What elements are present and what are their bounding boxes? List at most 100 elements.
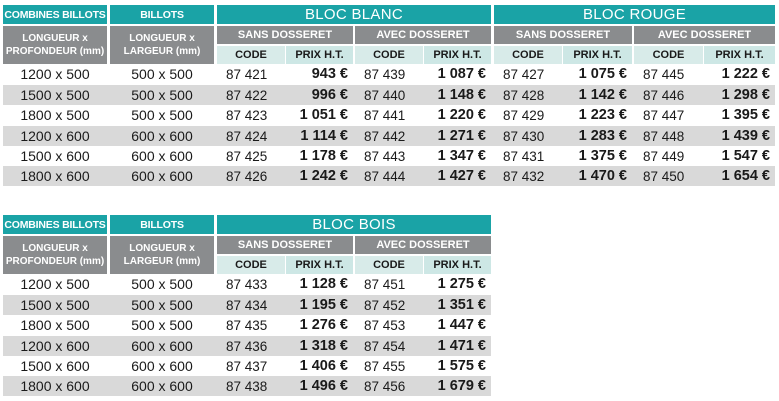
product-code: 87 455	[364, 358, 406, 374]
header-bloc-blanc: BLOC BLANC	[217, 5, 491, 24]
product-price: 1 654 €	[721, 168, 770, 184]
header-longueur-largeur: LONGUEUR x LARGEUR (mm)	[110, 26, 214, 64]
product-code: 87 442	[364, 128, 406, 144]
header-code: CODE	[494, 46, 562, 64]
product-code: 87 424	[226, 128, 268, 144]
table-row: 1800 x 600 600 x 600 87 426 1 242 € 87 4…	[3, 166, 775, 186]
product-code: 87 446	[643, 87, 685, 103]
price-table-blanc-rouge: COMBINES BILLOTS LONGUEUR x PROFONDEUR (…	[3, 5, 775, 186]
product-price: 1 351 €	[437, 297, 486, 313]
product-code: 87 448	[643, 128, 685, 144]
product-price: 1 406 €	[299, 358, 348, 374]
header-longueur-profondeur: LONGUEUR x PROFONDEUR (mm)	[3, 26, 107, 64]
product-price: 1 298 €	[721, 87, 770, 103]
header-rouge-sans-dosseret: SANS DOSSERET	[494, 26, 632, 44]
header-code: CODE	[217, 46, 285, 64]
product-price: 996 €	[311, 87, 348, 103]
product-price: 1 347 €	[437, 148, 486, 164]
header-longueur-profondeur: LONGUEUR x PROFONDEUR (mm)	[3, 236, 107, 274]
dimension-billot: 500 x 500	[131, 297, 193, 313]
dimension-combine: 1500 x 500	[20, 297, 90, 313]
table-row: 1200 x 500 500 x 500 87 421 943 € 87 439…	[3, 64, 775, 84]
dimension-combine: 1800 x 500	[20, 317, 90, 333]
product-code: 87 451	[364, 276, 406, 292]
header-bois-sans-dosseret: SANS DOSSERET	[217, 236, 353, 254]
header-code: CODE	[217, 256, 285, 274]
header-prix: PRIX H.T.	[286, 256, 353, 274]
dimension-combine: 1800 x 600	[20, 378, 90, 394]
header-prix: PRIX H.T.	[286, 46, 353, 64]
product-price: 1 471 €	[437, 338, 486, 354]
dimension-billot: 600 x 600	[131, 338, 193, 354]
table-row: 1200 x 500 500 x 500 87 433 1 128 € 87 4…	[3, 274, 491, 294]
header-combines-billots: COMBINES BILLOTS	[3, 5, 107, 24]
header-largeur-label: LARGEUR (mm)	[123, 46, 201, 57]
product-code: 87 426	[226, 168, 268, 184]
dimension-combine: 1800 x 500	[20, 107, 90, 123]
product-price: 1 148 €	[437, 87, 486, 103]
product-price: 1 275 €	[437, 276, 486, 292]
header-bois-avec-dosseret: AVEC DOSSERET	[355, 236, 491, 254]
dimension-billot: 500 x 500	[131, 66, 193, 82]
product-code: 87 453	[364, 317, 406, 333]
product-price: 1 142 €	[578, 87, 627, 103]
dimension-combine: 1200 x 600	[20, 128, 90, 144]
table-row: 1800 x 500 500 x 500 87 435 1 276 € 87 4…	[3, 315, 491, 335]
product-price: 1 496 €	[299, 378, 348, 394]
product-code: 87 454	[364, 338, 406, 354]
dimension-billot: 600 x 600	[131, 378, 193, 394]
header-profondeur-label: PROFONDEUR (mm)	[5, 46, 105, 57]
header-bloc-bois: BLOC BOIS	[217, 215, 491, 234]
dimension-billot: 500 x 500	[131, 107, 193, 123]
product-price: 1 276 €	[299, 317, 348, 333]
table-row: 1500 x 600 600 x 600 87 437 1 406 € 87 4…	[3, 356, 491, 376]
header-code: CODE	[634, 46, 703, 64]
product-price: 1 223 €	[578, 107, 627, 123]
product-code: 87 447	[643, 107, 685, 123]
dimension-billot: 600 x 600	[131, 358, 193, 374]
dimension-combine: 1200 x 500	[20, 66, 90, 82]
product-code: 87 437	[226, 358, 268, 374]
product-price: 1 051 €	[299, 107, 348, 123]
header-blanc-avec-dosseret: AVEC DOSSERET	[355, 26, 491, 44]
product-code: 87 432	[503, 168, 545, 184]
product-price: 1 220 €	[437, 107, 486, 123]
product-code: 87 444	[364, 168, 406, 184]
product-code: 87 421	[226, 66, 268, 82]
product-price: 1 375 €	[578, 148, 627, 164]
header-longueur-label: LONGUEUR x	[22, 243, 88, 254]
product-price: 1 114 €	[300, 128, 348, 144]
header-longueur-label: LONGUEUR x	[22, 33, 88, 44]
header-code: CODE	[355, 256, 423, 274]
table-row: 1200 x 600 600 x 600 87 424 1 114 € 87 4…	[3, 126, 775, 146]
product-price: 1 395 €	[721, 107, 770, 123]
header-longueur-label: LONGUEUR x	[129, 243, 195, 254]
dimension-combine: 1800 x 600	[20, 168, 90, 184]
header-profondeur-label: PROFONDEUR (mm)	[5, 256, 105, 267]
product-code: 87 438	[226, 378, 268, 394]
header-prix: PRIX H.T.	[424, 46, 491, 64]
product-code: 87 428	[503, 87, 545, 103]
dimension-billot: 600 x 600	[131, 148, 193, 164]
product-price: 1 178 €	[299, 148, 348, 164]
header-prix: PRIX H.T.	[704, 46, 775, 64]
table-row: 1500 x 500 500 x 500 87 422 996 € 87 440…	[3, 85, 775, 105]
table-row: 1200 x 600 600 x 600 87 436 1 318 € 87 4…	[3, 336, 491, 356]
product-code: 87 445	[643, 66, 685, 82]
product-price: 1 679 €	[437, 378, 486, 394]
header-prix: PRIX H.T.	[424, 256, 491, 274]
dimension-combine: 1200 x 600	[20, 338, 90, 354]
product-code: 87 435	[226, 317, 268, 333]
product-price: 1 242 €	[299, 168, 348, 184]
dimension-billot: 600 x 600	[131, 168, 193, 184]
product-code: 87 422	[226, 87, 268, 103]
product-price: 1 195 €	[299, 297, 348, 313]
product-price: 1 087 €	[437, 66, 486, 82]
table-row: 1500 x 500 500 x 500 87 434 1 195 € 87 4…	[3, 295, 491, 315]
product-price: 1 547 €	[721, 148, 770, 164]
product-code: 87 443	[364, 148, 406, 164]
product-price: 1 075 €	[578, 66, 627, 82]
dimension-billot: 500 x 500	[131, 276, 193, 292]
product-code: 87 429	[503, 107, 545, 123]
product-code: 87 456	[364, 378, 406, 394]
